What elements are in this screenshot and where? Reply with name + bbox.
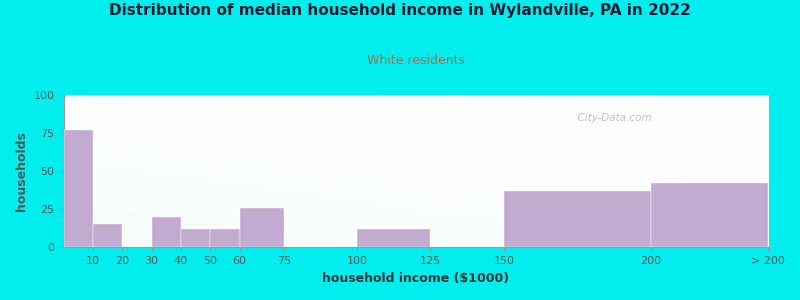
- Text: Distribution of median household income in Wylandville, PA in 2022: Distribution of median household income …: [109, 3, 691, 18]
- Bar: [152, 217, 181, 248]
- Bar: [240, 208, 284, 248]
- Bar: [210, 229, 240, 248]
- Bar: [504, 191, 650, 248]
- Bar: [63, 130, 93, 248]
- Y-axis label: households: households: [15, 131, 28, 211]
- Bar: [181, 229, 210, 248]
- Bar: [93, 224, 122, 248]
- Bar: [650, 183, 768, 247]
- Text: City-Data.com: City-Data.com: [571, 113, 651, 123]
- Title: White residents: White residents: [367, 54, 465, 67]
- Bar: [357, 229, 430, 248]
- X-axis label: household income ($1000): household income ($1000): [322, 272, 510, 285]
